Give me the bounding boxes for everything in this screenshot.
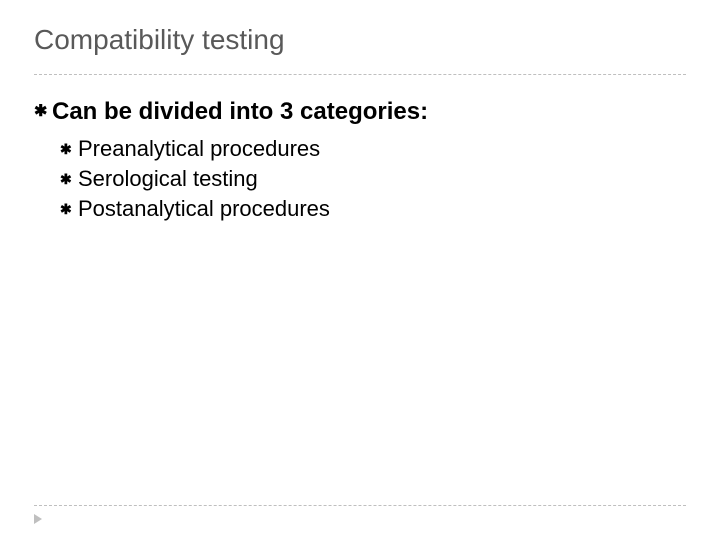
play-icon — [34, 514, 42, 524]
bullet-level1: ✱ Can be divided into 3 categories: — [34, 97, 686, 127]
asterisk-icon: ✱ — [60, 135, 78, 163]
slide-container: Compatibility testing ✱ Can be divided i… — [0, 0, 720, 540]
bullet-level2-text: Preanalytical procedures — [78, 135, 320, 163]
bullet-level2-text: Postanalytical procedures — [78, 195, 330, 223]
slide-title: Compatibility testing — [34, 24, 686, 56]
footer-divider — [34, 505, 686, 506]
bullet-level2: ✱ Preanalytical procedures — [60, 135, 686, 163]
bullet-level2-text: Serological testing — [78, 165, 258, 193]
slide-content: ✱ Can be divided into 3 categories: ✱ Pr… — [34, 75, 686, 223]
asterisk-icon: ✱ — [34, 97, 52, 127]
bullet-level2: ✱ Serological testing — [60, 165, 686, 193]
bullet-level1-text: Can be divided into 3 categories: — [52, 97, 428, 127]
asterisk-icon: ✱ — [60, 165, 78, 193]
bullet-level2: ✱ Postanalytical procedures — [60, 195, 686, 223]
asterisk-icon: ✱ — [60, 195, 78, 223]
